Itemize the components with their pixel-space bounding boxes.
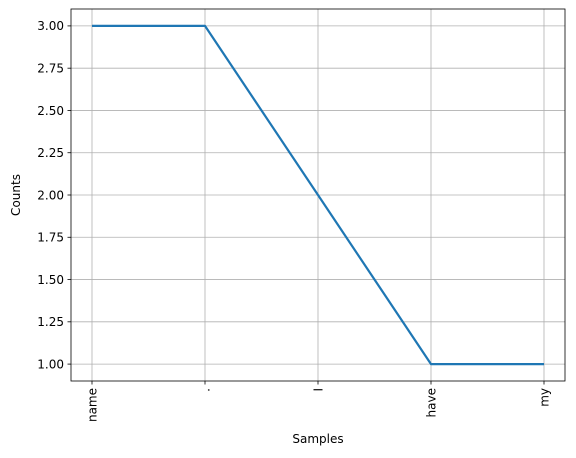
y-tick-label: 1.75 [37,231,64,245]
series-group [92,24,544,366]
x-tick-label: . [198,388,212,392]
x-tick-label: have [424,388,438,417]
x-axis-label: Samples [292,432,343,446]
y-axis-label: Counts [9,174,23,216]
x-tick-label: my [537,388,551,407]
y-tick-label: 2.75 [37,61,64,75]
y-tick-label: 3.00 [37,19,64,33]
y-tick-label: 1.25 [37,315,64,329]
y-tick-label: 2.50 [37,104,64,118]
x-tick-label: I [311,388,325,392]
y-axis: 1.00 1.25 1.50 1.75 2.00 2.25 2.50 2.75 3.00 [37,19,71,371]
y-tick-label: 1.50 [37,273,64,287]
x-tick-label: name [85,388,99,422]
y-tick-label: 1.00 [37,357,64,371]
y-tick-label: 2.00 [37,188,64,202]
series-line [92,24,544,366]
y-tick-label: 2.25 [37,146,64,160]
